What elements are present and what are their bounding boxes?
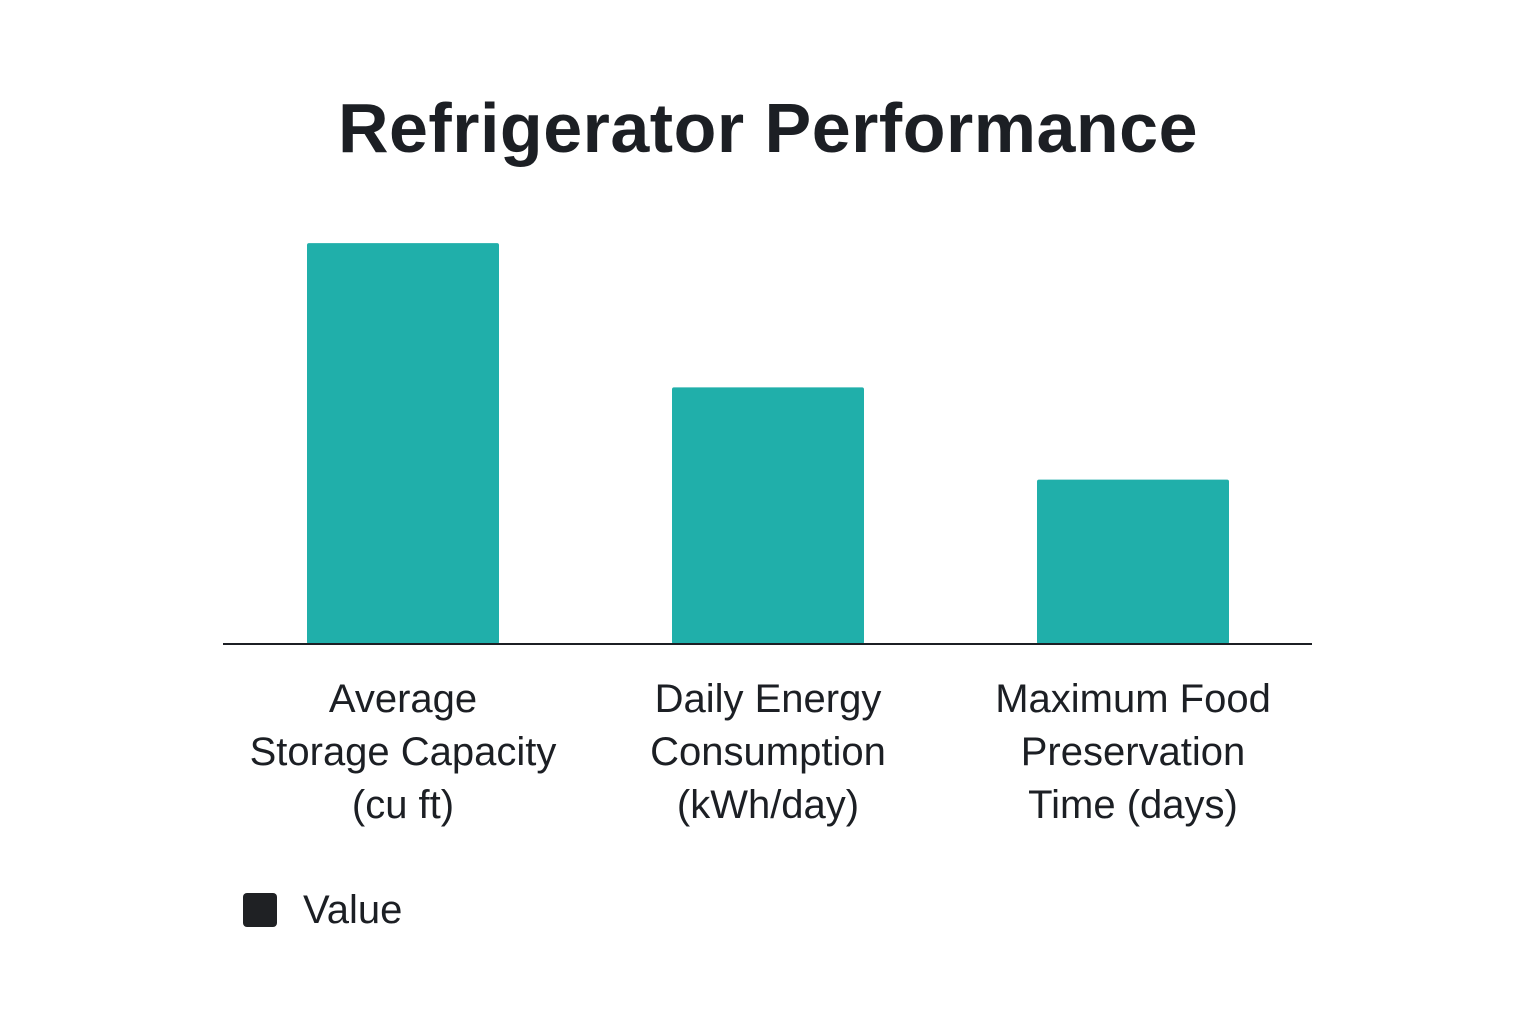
category-label-line: Consumption (650, 730, 886, 774)
category-label-line: (kWh/day) (677, 783, 859, 827)
bar-2 (672, 387, 864, 644)
category-label-line: Average (329, 677, 477, 721)
category-label-2: Daily Energy Consumption (kWh/day) (650, 677, 886, 827)
category-label-line: Daily Energy (655, 677, 882, 721)
category-label-line: Time (days) (1028, 783, 1238, 827)
category-label-line: (cu ft) (352, 783, 454, 827)
category-label-line: Maximum Food (995, 677, 1271, 721)
legend-label: Value (303, 888, 403, 932)
bar-1 (307, 243, 499, 644)
category-label-3: Maximum Food Preservation Time (days) (995, 677, 1271, 827)
legend: Value (243, 888, 402, 932)
category-label-line: Preservation (1021, 730, 1246, 774)
category-labels: Average Storage Capacity (cu ft) Daily Ener… (250, 677, 1271, 827)
chart-title: Refrigerator Performance (337, 89, 1199, 167)
bar-3 (1037, 479, 1229, 644)
category-label-line: Storage Capacity (250, 730, 557, 774)
legend-swatch (243, 893, 277, 927)
category-label-1: Average Storage Capacity (cu ft) (250, 677, 557, 827)
bars-group (307, 243, 1229, 644)
